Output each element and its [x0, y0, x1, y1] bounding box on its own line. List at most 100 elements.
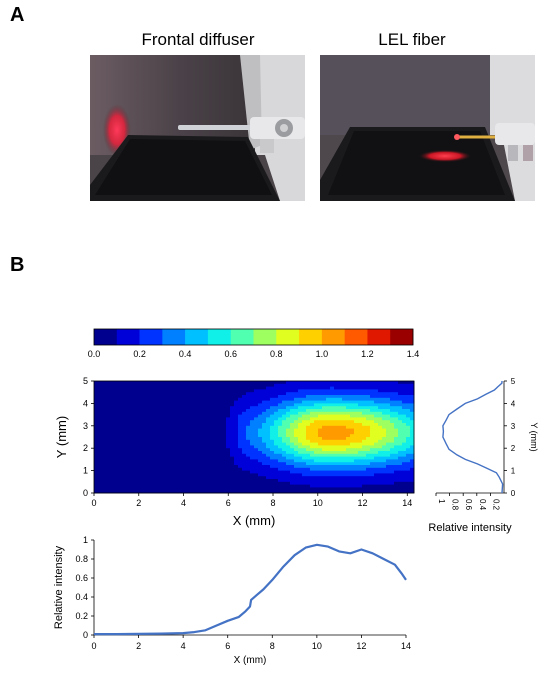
heatmap-cell [398, 392, 403, 396]
heatmap-cell [338, 470, 343, 474]
heatmap-cell [286, 425, 291, 429]
heatmap-cell [274, 465, 279, 469]
heatmap-cell [290, 434, 295, 438]
heatmap-cell [306, 451, 311, 455]
heatmap-cell [170, 417, 175, 421]
heatmap-cell [306, 439, 311, 443]
heatmap-cell [306, 395, 311, 399]
heatmap-cell [198, 386, 203, 390]
heatmap-cell [170, 434, 175, 438]
heatmap-cell [386, 479, 391, 483]
heatmap-cell [250, 439, 255, 443]
heatmap-cell [398, 481, 403, 485]
heatmap-cell [262, 445, 267, 449]
heatmap-cell [210, 400, 215, 404]
heatmap-cell [350, 383, 355, 387]
heatmap-cell [338, 392, 343, 396]
heatmap-cell [410, 490, 415, 494]
heatmap-cell [194, 490, 199, 494]
heatmap-cell [278, 484, 283, 488]
heatmap-cell [282, 383, 287, 387]
heatmap-cell [286, 406, 291, 410]
heatmap-cell [182, 481, 187, 485]
heatmap-cell [350, 437, 355, 441]
heatmap-cell [186, 428, 191, 432]
heatmap-cell [114, 381, 119, 385]
heatmap-cell [190, 462, 195, 466]
heatmap-cell [342, 445, 347, 449]
heatmap-cell [110, 470, 115, 474]
heatmap-cell [114, 442, 119, 446]
heatmap-cell [218, 397, 223, 401]
heatmap-cell [182, 467, 187, 471]
x-profile-x-tick-label: 10 [312, 641, 322, 651]
heatmap-cell [178, 479, 183, 483]
heatmap-cell [282, 434, 287, 438]
heatmap-cell [310, 428, 315, 432]
heatmap-cell [370, 411, 375, 415]
heatmap-cell [234, 381, 239, 385]
heatmap-cell [366, 397, 371, 401]
heatmap-cell [158, 411, 163, 415]
heatmap-cell [330, 423, 335, 427]
heatmap-cell [326, 392, 331, 396]
heatmap-cell [410, 423, 415, 427]
heatmap-cell [182, 406, 187, 410]
heatmap-cell [110, 425, 115, 429]
heatmap-cell [190, 470, 195, 474]
heatmap-cell [226, 411, 231, 415]
heatmap-cell [162, 484, 167, 488]
heatmap-cell [194, 437, 199, 441]
heatmap-cell [406, 431, 411, 435]
heatmap-cell [398, 484, 403, 488]
heatmap-cell [142, 409, 147, 413]
heatmap-cell [146, 389, 151, 393]
heatmap-cell [126, 403, 131, 407]
heatmap-cell [258, 456, 263, 460]
heatmap-cell [234, 395, 239, 399]
heatmap-cell [182, 476, 187, 480]
heatmap-cell [382, 465, 387, 469]
heatmap-cell [386, 459, 391, 463]
heatmap-cell [322, 420, 327, 424]
heatmap-cell [122, 406, 127, 410]
heatmap-cell [118, 439, 123, 443]
heatmap-cell [350, 490, 355, 494]
heatmap-cell [126, 448, 131, 452]
heatmap-cell [282, 481, 287, 485]
heatmap-cell [314, 403, 319, 407]
heatmap-cell [242, 414, 247, 418]
heatmap-cell [134, 386, 139, 390]
heatmap-cell [98, 481, 103, 485]
heatmap-cell [170, 397, 175, 401]
heatmap-cell [382, 400, 387, 404]
heatmap-cell [390, 484, 395, 488]
heatmap-cell [266, 479, 271, 483]
heatmap-cell [182, 465, 187, 469]
heatmap-cell [146, 439, 151, 443]
heatmap-cell [114, 456, 119, 460]
heatmap-cell [370, 437, 375, 441]
heatmap-cell [358, 423, 363, 427]
heatmap-cell [122, 414, 127, 418]
heatmap-cell [402, 431, 407, 435]
heatmap-cell [234, 397, 239, 401]
heatmap-cell [222, 448, 227, 452]
heatmap-cell [322, 403, 327, 407]
heatmap-cell [218, 406, 223, 410]
heatmap-cell [182, 434, 187, 438]
heatmap-cell [186, 476, 191, 480]
heatmap-cell [206, 406, 211, 410]
heatmap-cell [154, 451, 159, 455]
heatmap-cell [326, 414, 331, 418]
heatmap-cell [94, 423, 99, 427]
heatmap-cell [182, 459, 187, 463]
heatmap-cell [142, 400, 147, 404]
heatmap-cell [142, 417, 147, 421]
heatmap-cell [190, 459, 195, 463]
heatmap-cell [158, 431, 163, 435]
heatmap-cell [186, 386, 191, 390]
heatmap-cell [162, 434, 167, 438]
heatmap-cell [394, 448, 399, 452]
heatmap-cell [102, 467, 107, 471]
